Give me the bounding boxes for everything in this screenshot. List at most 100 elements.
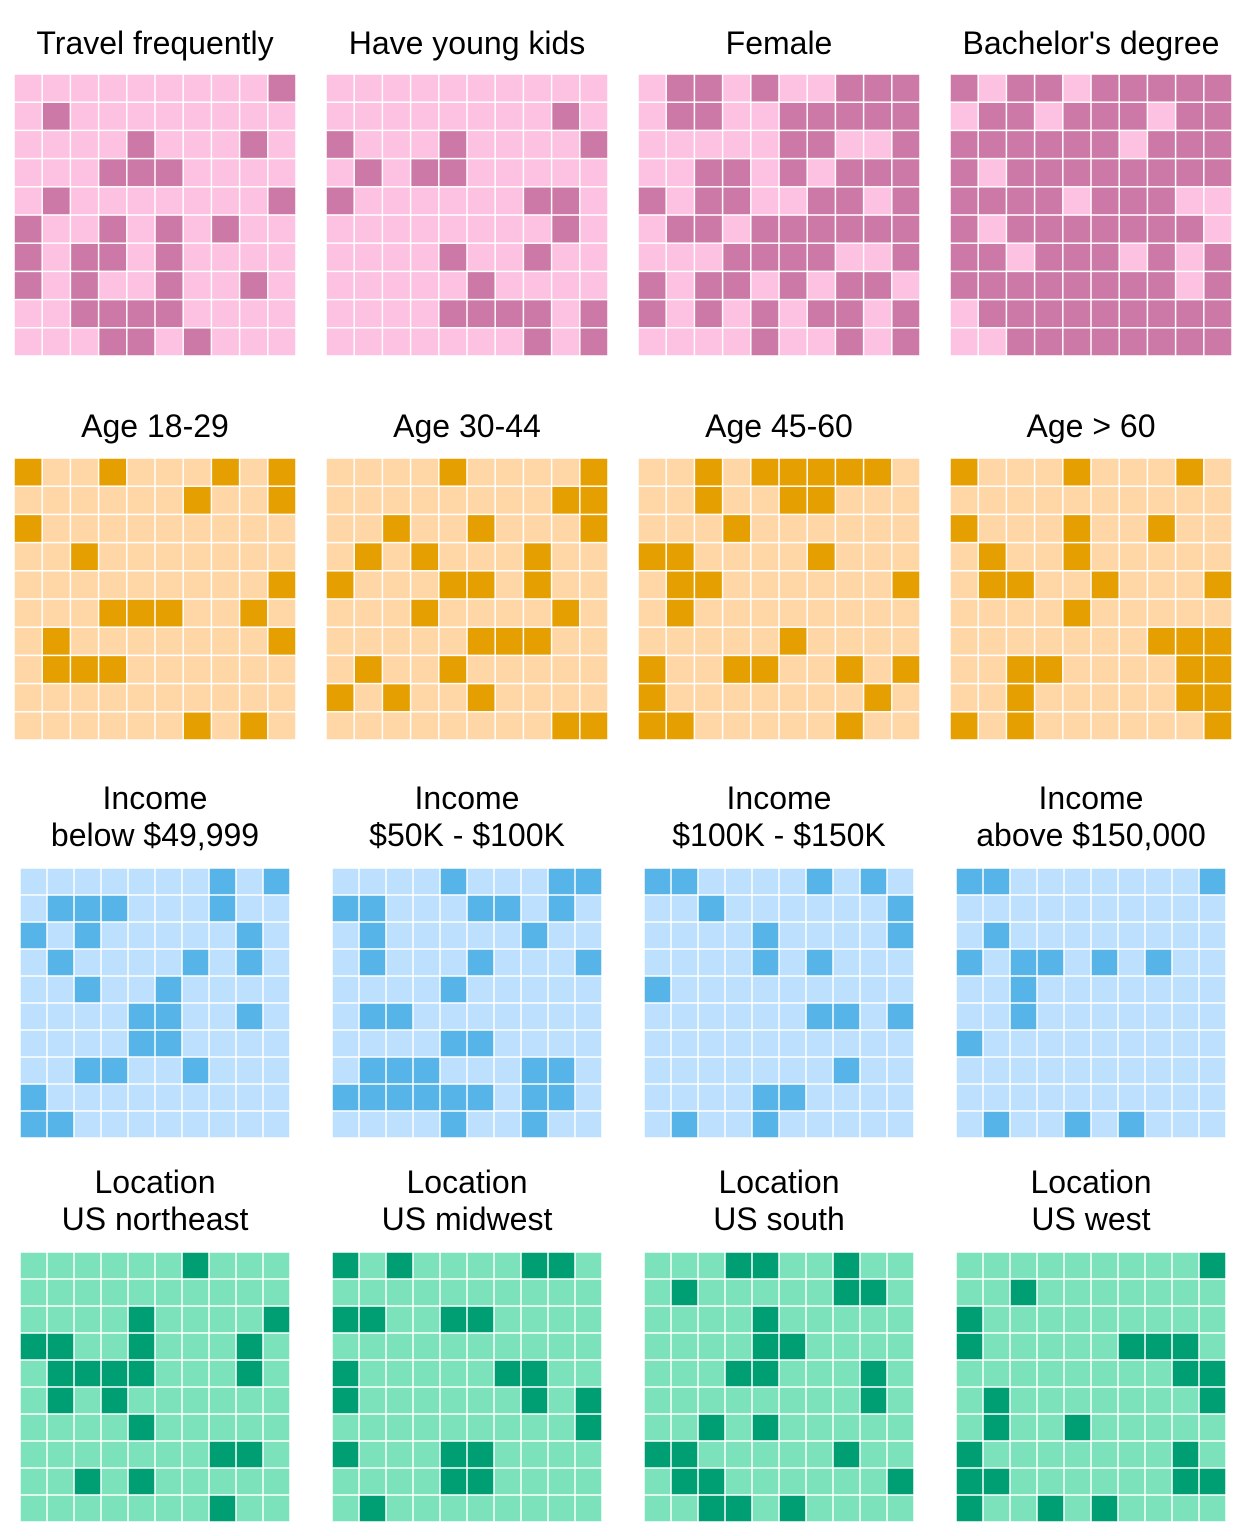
waffle-cell-empty	[494, 1084, 521, 1111]
waffle-cell-empty	[725, 949, 752, 976]
waffle-cell-empty	[127, 458, 155, 486]
waffle-cell-empty	[1199, 922, 1226, 949]
waffle-cell-empty	[386, 922, 413, 949]
panel-title: Income	[1039, 780, 1144, 816]
waffle-cell-empty	[74, 1111, 101, 1138]
waffle-cell-empty	[751, 543, 779, 571]
waffle-cell-empty	[467, 102, 495, 130]
waffle-cell-filled	[1063, 131, 1091, 158]
waffle-cell-empty	[1118, 895, 1145, 922]
waffle-cell-empty	[779, 684, 807, 712]
waffle-cell-empty	[779, 1003, 806, 1030]
waffle-cell-empty	[240, 627, 268, 655]
waffle-cell-filled	[666, 102, 694, 130]
waffle-cell-empty	[1035, 515, 1063, 542]
waffle-cell-filled	[836, 102, 863, 130]
waffle-cell-empty	[411, 131, 439, 158]
waffle-cell-empty	[1118, 1306, 1145, 1333]
waffle-cell-empty	[983, 1333, 1010, 1360]
waffle-cell-filled	[864, 159, 892, 187]
waffle-cell-empty	[332, 1414, 359, 1441]
waffle-cell-empty	[1037, 1441, 1064, 1468]
waffle-cell-empty	[413, 1111, 440, 1138]
waffle-cell-empty	[644, 1414, 671, 1441]
waffle-cell-empty	[440, 1333, 467, 1360]
waffle-cell-filled	[695, 74, 722, 102]
waffle-cell-filled	[807, 543, 835, 571]
panel-title: Age 18-29	[81, 408, 229, 444]
waffle-cell-filled	[128, 1333, 155, 1360]
waffle-cell-empty	[20, 1468, 47, 1495]
waffle-cell-empty	[99, 684, 127, 712]
waffle-cell-filled	[836, 187, 863, 215]
waffle-cell-empty	[671, 1030, 698, 1057]
waffle-cell-empty	[1035, 627, 1063, 655]
waffle-cell-empty	[1145, 1414, 1172, 1441]
waffle-cell-empty	[155, 1084, 182, 1111]
waffle-cell-filled	[155, 159, 183, 187]
waffle-cell-empty	[212, 187, 239, 215]
waffle-cell-filled	[494, 1360, 521, 1387]
waffle-cell-empty	[887, 1279, 914, 1306]
waffle-cell-empty	[71, 712, 98, 740]
waffle-cell-empty	[494, 1111, 521, 1138]
waffle-cell-empty	[1118, 1495, 1145, 1522]
waffle-cell-filled	[892, 187, 920, 215]
waffle-cell-empty	[413, 922, 440, 949]
waffle-cell-empty	[383, 571, 410, 599]
waffle-cell-empty	[887, 1495, 914, 1522]
waffle-cell-filled	[1148, 272, 1175, 299]
waffle-cell-empty	[359, 1441, 386, 1468]
waffle-cell-filled	[74, 1057, 101, 1084]
waffle-cell-empty	[978, 328, 1006, 356]
waffle-cell-empty	[71, 458, 98, 486]
waffle-cell-filled	[354, 543, 382, 571]
waffle-cell-empty	[779, 1111, 806, 1138]
waffle-cell-empty	[1148, 486, 1175, 514]
waffle-cell-empty	[548, 1495, 575, 1522]
waffle-cell-filled	[47, 949, 74, 976]
waffle-cell-filled	[236, 1360, 263, 1387]
waffle-cell-empty	[521, 1414, 548, 1441]
waffle-cell-empty	[183, 571, 211, 599]
waffle-cell-empty	[1091, 1387, 1118, 1414]
waffle-cell-empty	[155, 1387, 182, 1414]
waffle-cell-empty	[725, 1306, 752, 1333]
waffle-cell-empty	[1172, 1414, 1199, 1441]
waffle-cell-empty	[1064, 1057, 1091, 1084]
waffle-cell-empty	[212, 74, 239, 102]
waffle-cell-empty	[183, 684, 211, 712]
waffle-cell-empty	[439, 74, 467, 102]
waffle-cell-empty	[524, 74, 551, 102]
waffle-cell-empty	[495, 458, 523, 486]
waffle-cell-filled	[575, 868, 602, 895]
waffle-panel-female: Female	[638, 25, 920, 356]
waffle-cell-empty	[413, 1030, 440, 1057]
waffle-cell-empty	[1037, 1468, 1064, 1495]
waffle-cell-empty	[1007, 515, 1034, 542]
waffle-cell-empty	[779, 1414, 806, 1441]
waffle-cell-empty	[155, 895, 182, 922]
waffle-cell-empty	[268, 243, 296, 271]
waffle-cell-empty	[42, 712, 70, 740]
waffle-cell-filled	[552, 187, 580, 215]
waffle-cell-empty	[725, 1084, 752, 1111]
waffle-cell-filled	[1035, 131, 1063, 158]
waffle-cell-filled	[332, 1441, 359, 1468]
waffle-cell-empty	[779, 1441, 806, 1468]
waffle-cell-empty	[386, 1387, 413, 1414]
waffle-cell-filled	[983, 1468, 1010, 1495]
waffle-cell-empty	[1148, 543, 1175, 571]
waffle-cell-empty	[42, 543, 70, 571]
waffle-cell-empty	[354, 102, 382, 130]
waffle-cell-empty	[326, 656, 354, 683]
waffle-cell-empty	[236, 1111, 263, 1138]
waffle-cell-filled	[47, 895, 74, 922]
waffle-cell-empty	[326, 543, 354, 571]
waffle-cell-empty	[575, 1057, 602, 1084]
waffle-cell-filled	[386, 1057, 413, 1084]
waffle-cell-empty	[725, 1057, 752, 1084]
waffle-cell-empty	[978, 458, 1006, 486]
waffle-cell-filled	[671, 1468, 698, 1495]
